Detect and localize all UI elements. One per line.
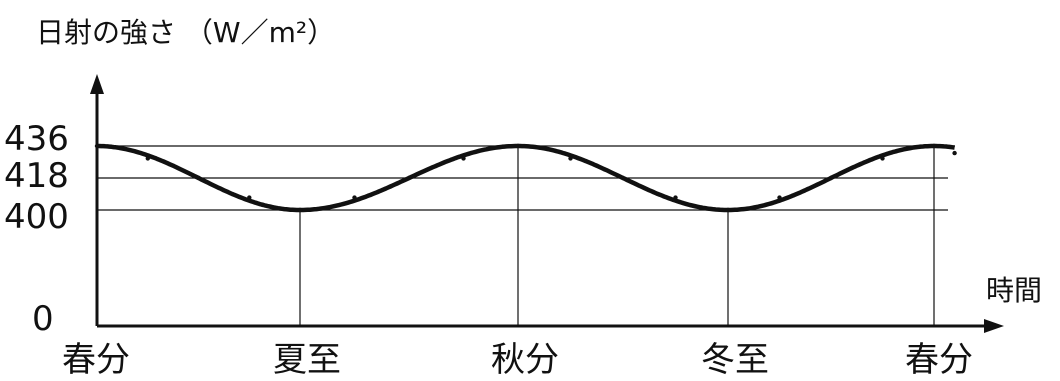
data-point-1 xyxy=(145,156,150,161)
data-point-8 xyxy=(515,143,521,149)
data-point-17 xyxy=(952,150,957,156)
data-point-9 xyxy=(568,156,573,161)
y-axis-arrow xyxy=(90,74,104,94)
y-axis-label: 日射の強さ （W／m²） xyxy=(36,16,335,49)
data-point-2 xyxy=(196,175,201,181)
y-tick-label-418: 418 xyxy=(4,156,69,196)
y-tick-label-436: 436 xyxy=(4,119,69,159)
x-axis-label: 時間 xyxy=(986,274,1042,307)
x-tick-label-2: 夏至 xyxy=(273,340,341,380)
data-point-13 xyxy=(777,195,782,200)
x-tick-labels: 春分 夏至 秋分 冬至 春分 xyxy=(62,340,973,380)
data-point-16 xyxy=(931,143,937,149)
series-line xyxy=(96,143,955,213)
data-point-14 xyxy=(828,175,834,181)
data-point-3 xyxy=(247,195,252,200)
data-point-12 xyxy=(725,207,731,213)
series-group xyxy=(94,143,957,213)
data-point-0 xyxy=(94,143,100,149)
x-tick-label-1: 春分 xyxy=(62,340,130,380)
data-point-11 xyxy=(673,195,678,200)
x-tick-label-5: 春分 xyxy=(905,340,973,380)
data-point-7 xyxy=(461,156,466,161)
y-tick-label-0: 0 xyxy=(32,299,54,339)
x-tick-label-4: 冬至 xyxy=(701,340,769,380)
x-axis-arrow xyxy=(984,319,1004,333)
data-point-5 xyxy=(352,195,357,200)
data-point-4 xyxy=(297,207,303,213)
y-tick-label-400: 400 xyxy=(4,197,69,237)
data-point-10 xyxy=(620,175,626,181)
data-point-6 xyxy=(406,175,412,181)
drop-lines xyxy=(299,146,935,326)
data-point-15 xyxy=(880,156,885,161)
x-tick-label-3: 秋分 xyxy=(491,340,559,380)
